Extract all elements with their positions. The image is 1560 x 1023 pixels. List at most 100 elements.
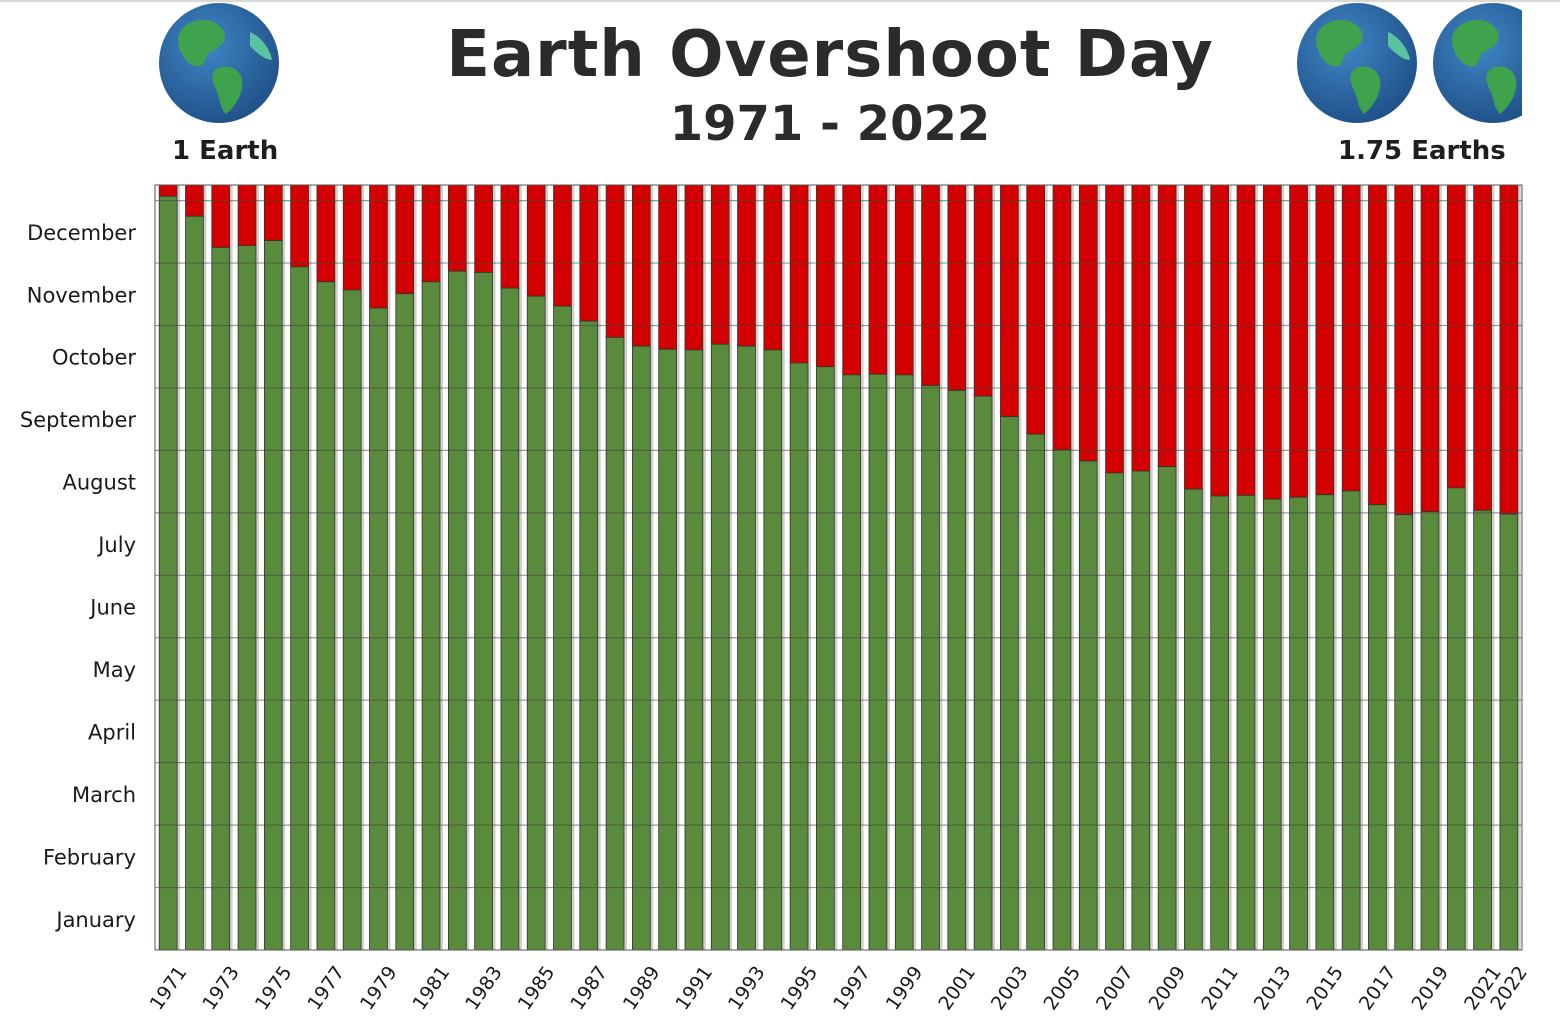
x-tick-label: 2015 [1302,962,1348,1014]
bar-overshoot-2005 [1052,184,1072,451]
y-tick-label: June [88,596,136,620]
x-tick-label: 1977 [303,962,349,1014]
bar-shadow [282,185,286,950]
bar-year-1993 [737,345,756,951]
bar-year-1992 [710,343,730,951]
bar-shadow [1176,185,1180,950]
bar-year-2010 [1184,488,1203,951]
bar-overshoot-2019 [1420,184,1440,513]
x-tick-label: 1979 [356,962,402,1014]
bar-year-1989 [631,345,651,951]
bar-shadow [492,185,496,950]
bar-overshoot-2015 [1315,184,1335,496]
bar-year-1971 [158,195,178,951]
bar-shadow [1018,185,1022,950]
bar-shadow [203,185,207,950]
x-tick-label: 1975 [251,962,297,1014]
bar-year-2006 [1078,460,1098,951]
bar-year-2013 [1262,498,1282,951]
bar-overshoot-2007 [1105,184,1124,474]
bar-shadow [413,185,417,950]
bar-overshoot-1996 [816,184,835,368]
bar-year-2007 [1105,472,1124,951]
bar-overshoot-1977 [316,184,336,283]
bar-year-2021 [1473,509,1492,951]
y-tick-label: December [27,221,136,245]
x-tick-label: 1999 [882,962,928,1014]
bar-year-2022 [1499,513,1519,951]
bar-shadow [623,185,627,950]
bar-overshoot-2021 [1473,184,1492,511]
bar-overshoot-2012 [1236,184,1256,496]
bar-shadow [1465,185,1469,950]
bar-shadow [729,185,733,950]
bar-year-1982 [447,270,467,951]
bar-year-1990 [658,348,677,951]
x-tick-label: 1985 [514,962,560,1014]
bar-overshoot-2011 [1210,184,1230,497]
bar-overshoot-1997 [842,184,861,376]
bar-year-1987 [579,320,599,951]
bar-year-2018 [1394,514,1414,951]
bar-year-1975 [263,240,283,951]
bar-overshoot-1974 [237,184,257,246]
bar-overshoot-1986 [553,184,572,307]
bar-shadow [676,185,680,950]
bar-overshoot-2003 [1000,184,1019,418]
bar-overshoot-1976 [290,184,309,268]
y-tick-label: November [27,283,137,307]
bar-year-1979 [369,307,388,951]
bar-shadow [886,185,890,950]
x-tick-label: 2001 [934,962,980,1014]
x-tick-label: 1995 [777,962,823,1014]
bar-shadow [518,185,522,950]
bar-shadow [255,185,259,950]
globe-icon [159,3,279,123]
bar-shadow [1149,185,1153,950]
bar-year-1988 [605,336,625,951]
bar-overshoot-2000 [921,184,940,386]
bar-shadow [308,185,312,950]
bar-year-1983 [474,272,493,951]
x-tick-label: 2003 [987,962,1033,1014]
x-tick-label: 2013 [1250,962,1296,1014]
bar-year-2017 [1368,504,1387,951]
earths-label: 1.75 Earths [1338,136,1506,166]
bar-overshoot-1988 [605,184,625,338]
bar-shadow [860,185,864,950]
bar-overshoot-1975 [263,184,283,241]
bar-overshoot-2020 [1446,184,1466,489]
bar-shadow [1228,185,1232,950]
one-earth-label: 1 Earth [172,136,279,166]
bar-shadow [1517,185,1521,950]
bars-layer [158,184,1521,951]
bar-shadow [597,185,601,950]
bar-overshoot-1999 [894,184,914,376]
bar-year-1986 [553,305,572,951]
bar-year-2000 [921,385,940,951]
bar-overshoot-1992 [710,184,730,345]
y-gridlines [155,200,1522,889]
bar-overshoot-2017 [1368,184,1387,506]
x-tick-label: 2005 [1039,962,1085,1014]
bar-shadow [834,185,838,950]
x-tick-label: 1987 [566,962,612,1014]
bar-overshoot-2010 [1184,184,1203,490]
bar-shadow [913,185,917,950]
bar-shadow [1438,185,1442,950]
top-rule [0,0,1560,2]
bar-year-1984 [500,287,520,951]
y-tick-label: March [72,783,136,807]
bar-year-1997 [842,374,861,951]
bar-overshoot-1981 [421,184,441,283]
bar-year-1980 [395,293,415,951]
x-tick-label: 1997 [829,962,875,1014]
x-tick-label: 1991 [671,962,717,1014]
bar-year-1972 [185,215,204,951]
bar-year-2002 [973,395,993,951]
y-tick-label: August [63,471,137,495]
x-tick-label: 1973 [198,962,244,1014]
bar-year-2004 [1026,433,1046,951]
bar-year-2009 [1157,466,1177,951]
bar-shadow [439,185,443,950]
